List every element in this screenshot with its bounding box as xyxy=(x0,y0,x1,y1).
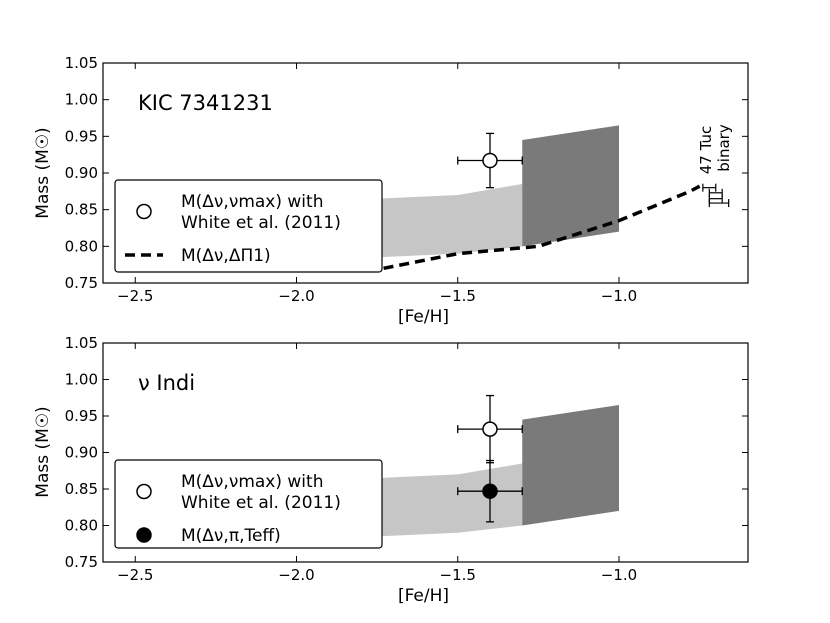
x-tick-label: −2.0 xyxy=(278,566,314,584)
x-tick-label: −2.0 xyxy=(278,287,314,305)
y-tick-label: 1.05 xyxy=(65,334,98,352)
cluster-points xyxy=(702,183,730,208)
x-tick-label: −1.0 xyxy=(601,287,637,305)
dark-band xyxy=(522,405,619,526)
data-marker xyxy=(482,421,498,437)
x-tick-label: −2.5 xyxy=(117,566,153,584)
legend-filled-marker xyxy=(136,527,152,543)
legend-entry-1-line1: M(Δν,νmax) with xyxy=(181,472,323,492)
x-tick-label: −1.0 xyxy=(601,566,637,584)
legend-box xyxy=(114,179,383,273)
y-tick-label: 0.80 xyxy=(65,517,98,535)
y-tick-label: 0.95 xyxy=(65,407,98,425)
cluster-label-line1: 47 Tuc xyxy=(697,126,715,175)
y-tick-label: 0.75 xyxy=(65,274,98,292)
y-tick-label: 0.85 xyxy=(65,480,98,498)
y-tick-label: 1.00 xyxy=(65,371,98,389)
y-tick-label: 0.75 xyxy=(65,553,98,571)
x-tick-label: −1.5 xyxy=(440,287,476,305)
y-tick-label: 1.05 xyxy=(65,54,98,72)
y-tick-label: 0.85 xyxy=(65,201,98,219)
legend-entry-1-line1: M(Δν,νmax) with xyxy=(181,192,323,212)
data-point-filled xyxy=(457,459,523,523)
dark-band xyxy=(522,125,619,247)
legend-open-marker xyxy=(136,483,152,500)
legend-entry-2: M(Δν,π,Teff) xyxy=(181,526,281,546)
data-marker xyxy=(482,483,498,499)
dashed-mass-line xyxy=(383,184,701,271)
cluster-label: 47 Tuc binary xyxy=(697,124,733,174)
legend-open-marker xyxy=(136,203,152,220)
panel-title: ν Indi xyxy=(138,371,195,395)
y-tick-label: 0.90 xyxy=(65,444,98,462)
panel-title: KIC 7341231 xyxy=(138,91,273,115)
legend-entry-1-line2: White et al. (2011) xyxy=(181,493,341,513)
cluster-label-line2: binary xyxy=(715,124,733,172)
y-axis-label: Mass (M☉) xyxy=(33,127,53,218)
x-axis-label: [Fe/H] xyxy=(398,586,449,606)
x-tick-label: −1.5 xyxy=(440,566,476,584)
legend-entry-2: M(Δν,ΔΠ1) xyxy=(181,246,271,266)
y-tick-label: 0.80 xyxy=(65,237,98,255)
x-axis-label: [Fe/H] xyxy=(398,307,449,327)
y-tick-label: 1.00 xyxy=(65,91,98,109)
data-point-open xyxy=(457,394,523,464)
y-tick-label: 0.95 xyxy=(65,127,98,145)
chart-panel-2: −2.5 −2.0 −1.5 −1.0 0.75 0.80 0.85 0.90 0.95 1.00… xyxy=(33,334,749,606)
data-point-open xyxy=(457,132,523,189)
y-axis-label: Mass (M☉) xyxy=(33,406,53,497)
legend-entry-1-line2: White et al. (2011) xyxy=(181,213,341,233)
legend-box xyxy=(114,459,383,549)
x-tick-label: −2.5 xyxy=(117,287,153,305)
chart-panel-1: 47 Tuc binary −2.5 −2.0 −1.5 −1.0 0.75 0.80 0.85… xyxy=(33,54,749,327)
y-tick-label: 0.90 xyxy=(65,164,98,182)
data-marker xyxy=(482,152,498,169)
